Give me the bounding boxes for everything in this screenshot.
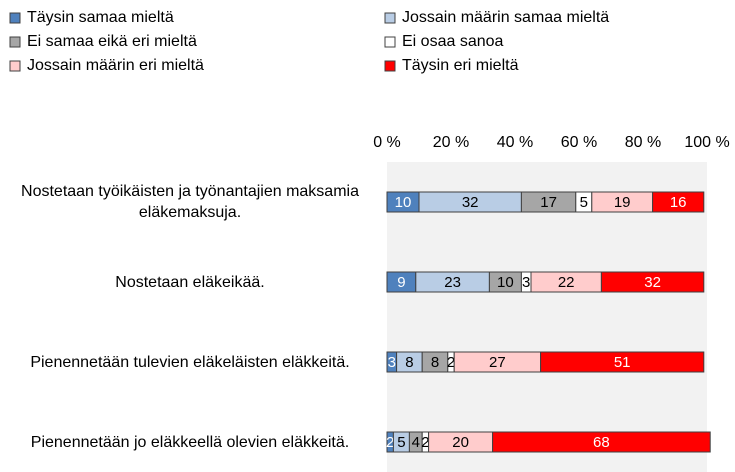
data-label: 19 (614, 194, 631, 211)
data-label: 8 (405, 354, 413, 371)
data-label: 32 (462, 194, 479, 211)
data-label: 3 (522, 274, 530, 291)
data-label: 10 (395, 194, 412, 211)
legend-swatch (9, 60, 21, 72)
legend-label: Jossain määrin eri mieltä (27, 57, 204, 74)
data-label: 2 (421, 434, 429, 451)
data-label: 17 (540, 194, 557, 211)
x-tick-label: 40 % (497, 134, 533, 151)
data-label: 9 (397, 274, 405, 291)
data-label: 68 (593, 434, 610, 451)
data-label: 10 (497, 274, 514, 291)
bar-segment (600, 271, 705, 293)
data-label: 2 (386, 434, 394, 451)
data-label: 23 (444, 274, 461, 291)
data-label: 51 (614, 354, 631, 371)
legend-label: Ei osaa sanoa (402, 33, 504, 50)
y-tick-label: Pienennetään tulevien eläkeläisten eläkk… (30, 353, 350, 371)
data-label: 5 (580, 194, 588, 211)
y-tick-label: Nostetaan työikäisten ja työnantajien ma… (21, 183, 359, 221)
legend-label: Jossain määrin samaa mieltä (402, 9, 609, 26)
data-label: 22 (558, 274, 575, 291)
legend-label: Täysin eri mieltä (402, 57, 519, 74)
x-tick-label: 80 % (625, 134, 661, 151)
legend-swatch (9, 36, 21, 48)
x-tick-label: 60 % (561, 134, 597, 151)
bar-segment (652, 191, 705, 213)
data-label: 16 (670, 194, 687, 211)
x-tick-label: 20 % (433, 134, 469, 151)
y-tick-label: Pienennetään jo eläkkeellä olevien eläkk… (30, 433, 350, 451)
legend-swatch (384, 12, 396, 24)
data-label: 2 (447, 354, 455, 371)
plot-area (387, 162, 707, 472)
data-label: 5 (397, 434, 405, 451)
data-label: 3 (388, 354, 396, 371)
legend-swatch (9, 12, 21, 24)
x-tick-label: 100 % (684, 134, 729, 151)
bar-segment (540, 351, 705, 373)
y-tick-label: Nostetaan eläkeikää. (115, 273, 265, 291)
data-label: 8 (431, 354, 439, 371)
legend-swatch (384, 60, 396, 72)
legend-label: Täysin samaa mieltä (27, 9, 174, 26)
data-label: 27 (489, 354, 506, 371)
data-label: 32 (644, 274, 661, 291)
x-tick-label: 0 % (373, 134, 401, 151)
bar-segment (492, 431, 711, 453)
data-label: 4 (412, 434, 420, 451)
legend-label: Ei samaa eikä eri mieltä (27, 33, 197, 50)
legend-swatch (384, 36, 396, 48)
data-label: 20 (452, 434, 469, 451)
